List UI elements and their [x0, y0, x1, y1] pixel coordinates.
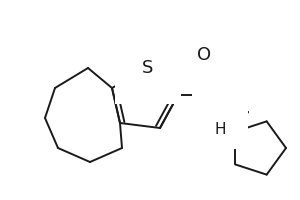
Text: S: S [142, 59, 154, 77]
Text: N: N [213, 108, 227, 126]
Text: O: O [197, 46, 211, 64]
Text: H: H [214, 121, 226, 136]
